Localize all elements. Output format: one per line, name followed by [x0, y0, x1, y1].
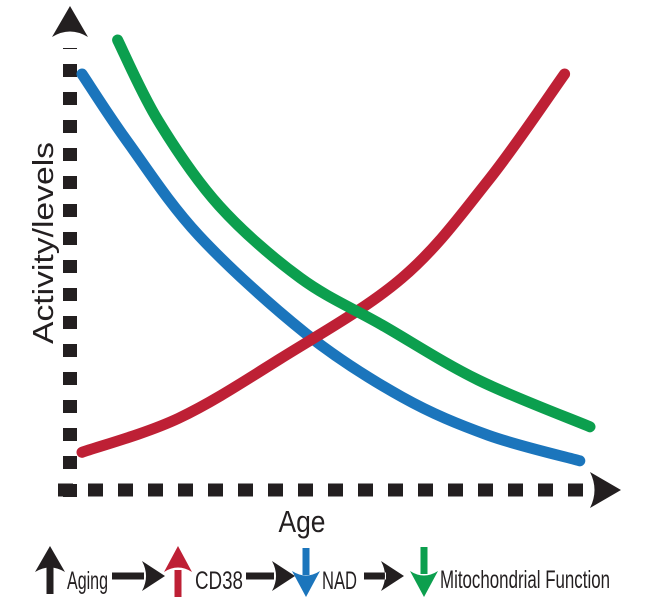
x-axis-arrowhead-icon [590, 472, 621, 508]
nad-label: NAD [322, 567, 357, 595]
cd38-up-arrow-icon [164, 546, 192, 597]
nad-down-arrow-icon [292, 548, 320, 597]
right-arrow-icon [246, 561, 295, 591]
cd38-curve [76, 68, 571, 458]
aging-label: Aging [67, 567, 108, 595]
cd38-label: CD38 [195, 567, 243, 595]
mitochondrial-function-down-arrow-icon [410, 547, 438, 597]
right-arrow-icon [112, 561, 165, 591]
nad-curve [76, 68, 586, 467]
mitochondrial-function-label: Mitochondrial Function [440, 566, 610, 594]
mitochondrial-function-curve [112, 34, 596, 433]
right-arrow-icon [364, 561, 404, 591]
y-axis-arrowhead-icon [52, 6, 88, 37]
x-axis-label: Age [279, 504, 326, 539]
y-axis-label: Activity/levels [28, 142, 60, 344]
curves [76, 34, 596, 467]
aging-up-arrow-icon [35, 546, 65, 594]
flow-legend: Aging CD38 NAD Mitochondrial Function [35, 546, 610, 597]
axes [52, 6, 621, 508]
